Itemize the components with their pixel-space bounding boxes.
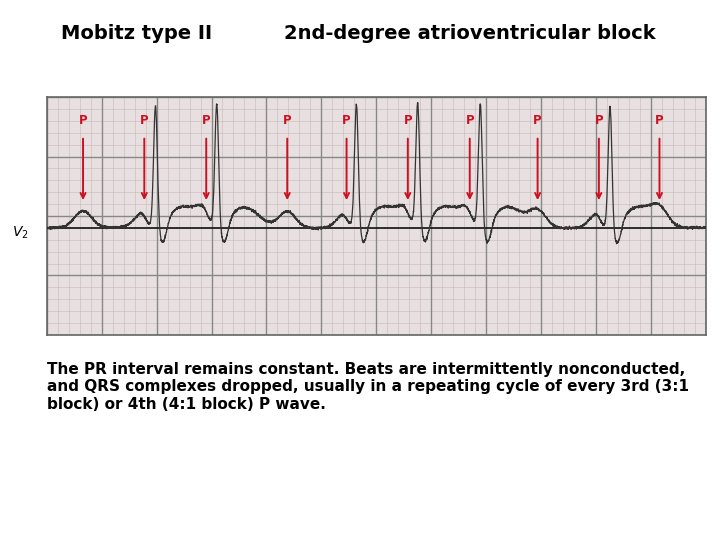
Text: The PR interval remains constant. Beats are intermittently nonconducted,
and QRS: The PR interval remains constant. Beats … (47, 362, 689, 411)
Text: $V_2$: $V_2$ (12, 225, 28, 241)
Text: P: P (595, 114, 603, 127)
Text: Mobitz type II: Mobitz type II (61, 24, 212, 43)
Text: P: P (655, 114, 664, 127)
Text: P: P (78, 114, 87, 127)
Text: P: P (342, 114, 351, 127)
Text: P: P (202, 114, 210, 127)
Text: P: P (403, 114, 412, 127)
Text: 2nd-degree atrioventricular block: 2nd-degree atrioventricular block (284, 24, 656, 43)
Text: P: P (140, 114, 148, 127)
Text: P: P (465, 114, 474, 127)
Text: P: P (534, 114, 542, 127)
Text: P: P (283, 114, 292, 127)
